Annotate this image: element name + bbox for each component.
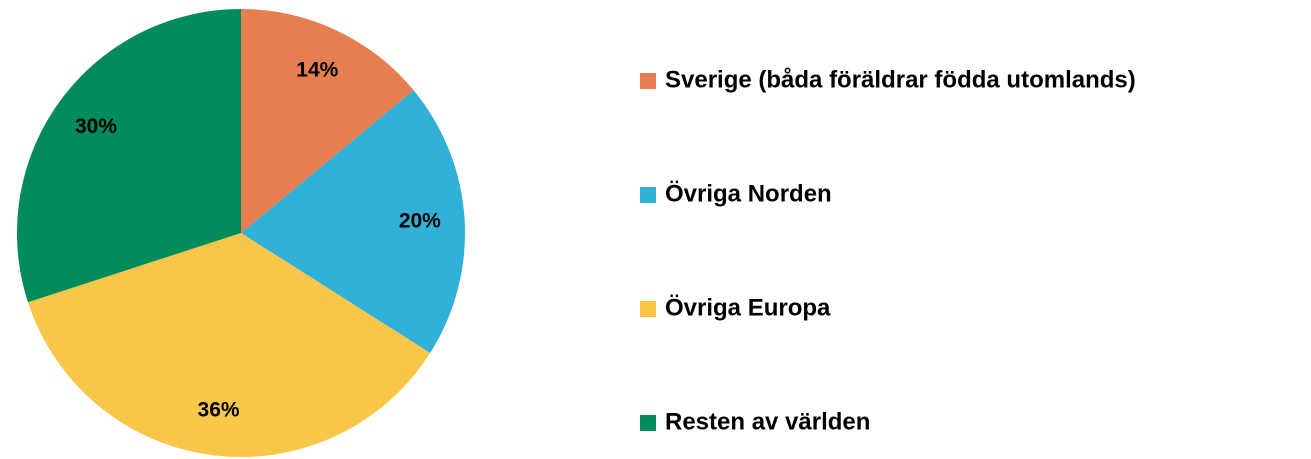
legend-label: Övriga Europa [665, 294, 831, 321]
legend-swatch [640, 187, 656, 203]
data-label: 30% [75, 115, 117, 138]
legend-label: Övriga Norden [665, 180, 832, 207]
pie-slice [241, 9, 414, 233]
legend-swatch [640, 301, 656, 317]
data-label: 36% [198, 398, 240, 421]
pie-slice [27, 233, 431, 458]
legend-label: Sverige (båda föräldrar födda utomlands) [665, 66, 1136, 93]
pie-slice [16, 9, 241, 303]
legend-swatch [640, 73, 656, 89]
legend-label: Resten av världen [665, 408, 870, 435]
data-label: 14% [296, 58, 338, 81]
data-label: 20% [399, 209, 441, 232]
pie-slice [241, 90, 465, 354]
legend-swatch [640, 415, 656, 431]
